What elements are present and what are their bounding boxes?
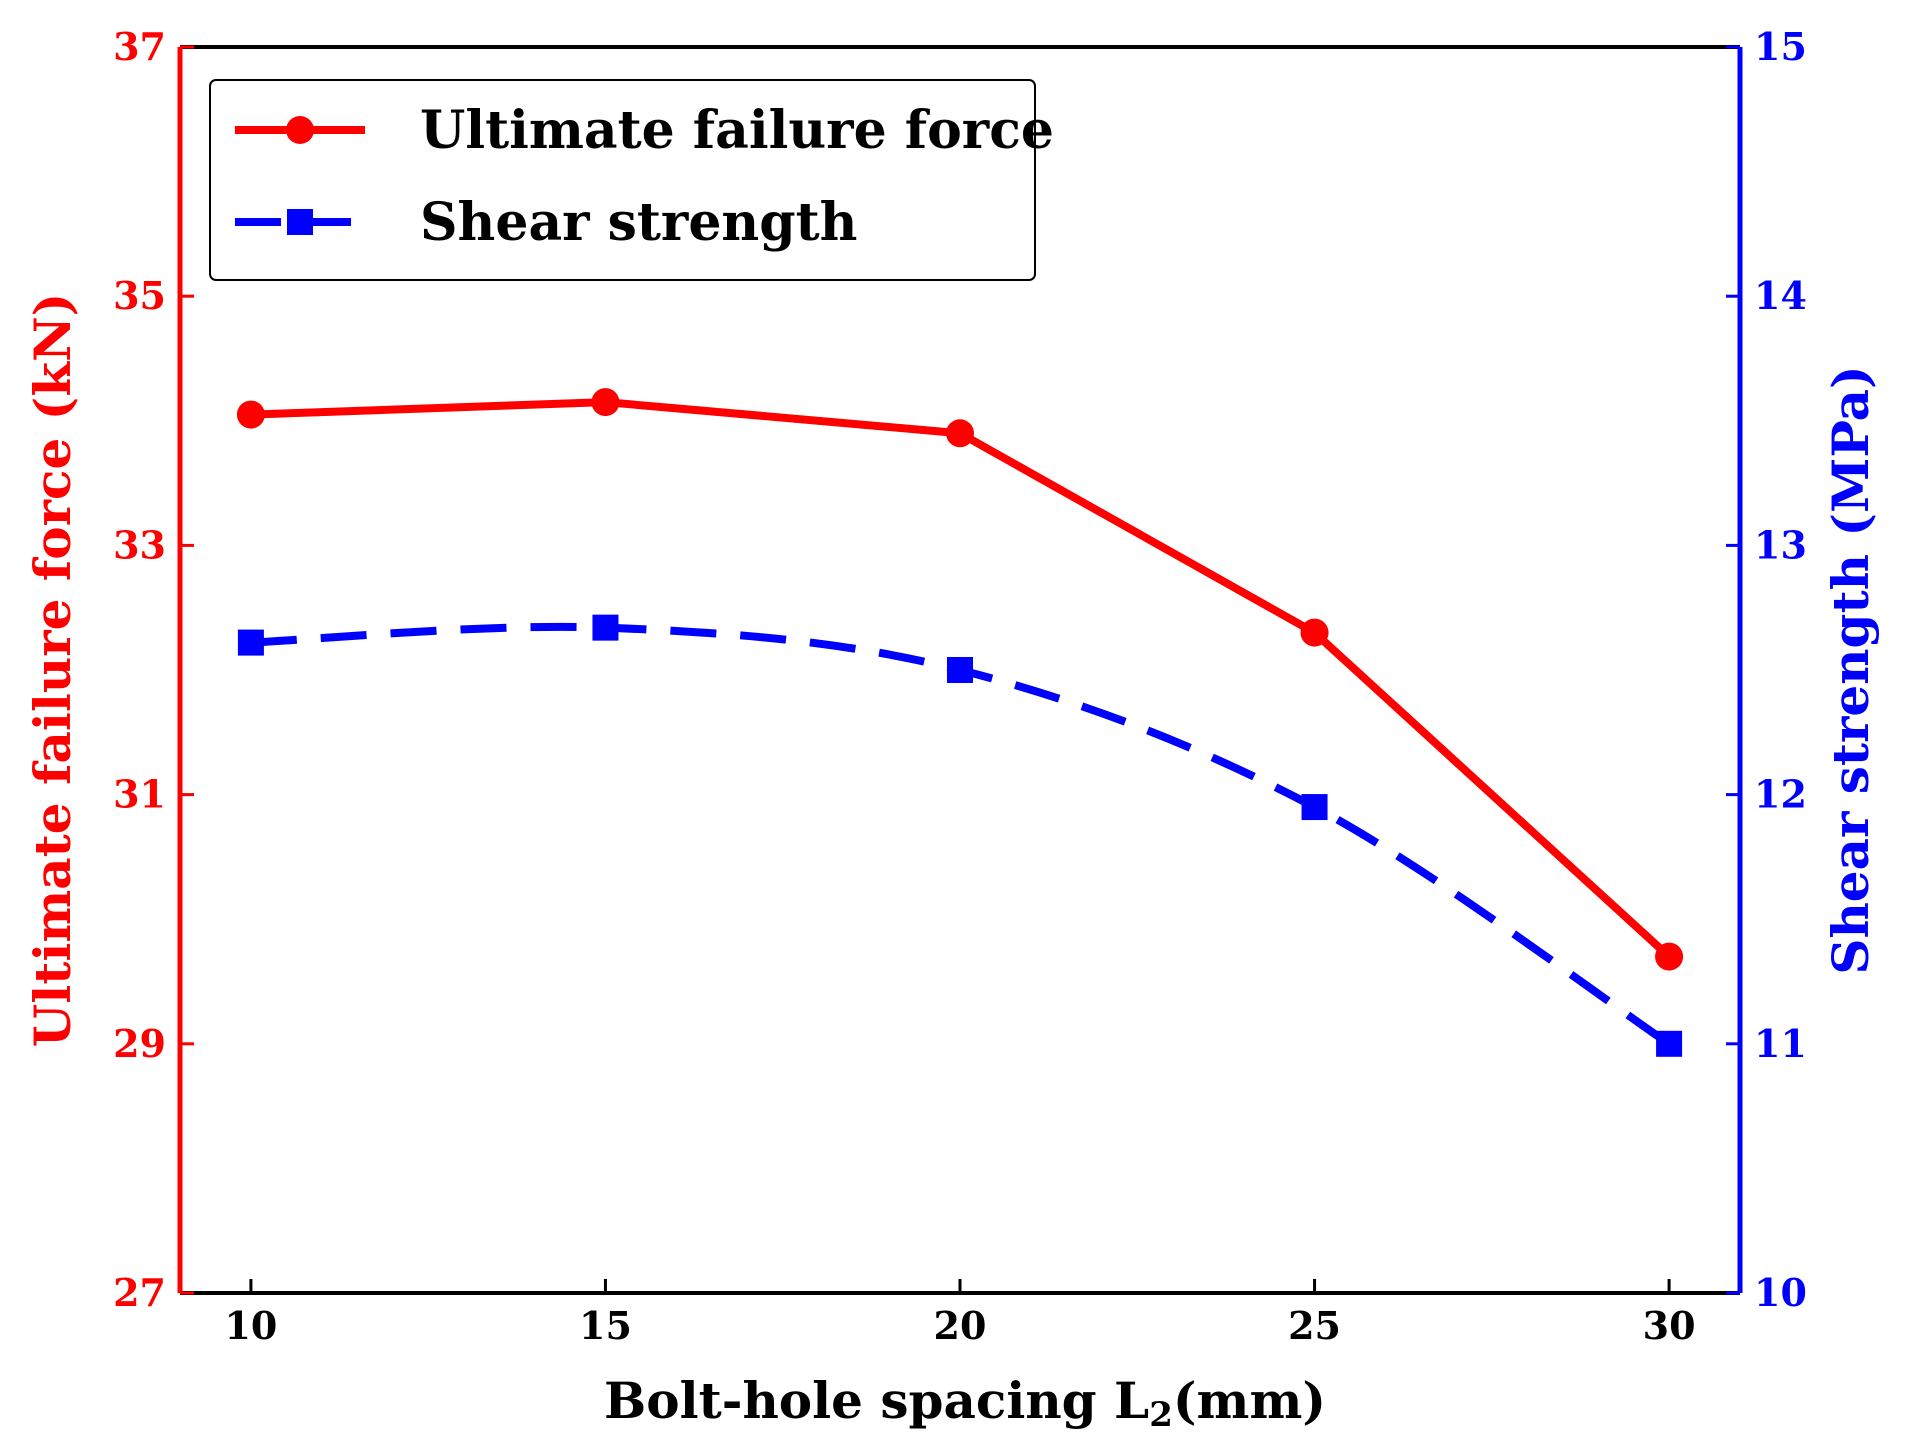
x-axis-title-subscript: 2 [1149,1395,1173,1435]
data-point-2-5 [1656,1030,1683,1057]
x-tick-label: 30 [1643,1303,1696,1348]
y-right-tick-label: 10 [1754,1270,1807,1315]
x-tick-label: 15 [579,1303,632,1348]
data-point-2-4 [1301,794,1328,821]
legend-marker-2 [287,209,313,235]
y-right-tick-label: 14 [1754,273,1807,318]
legend-label-1: Ultimate failure force [420,100,1054,161]
axes: 10 15 20 25 30 27 29 31 33 35 37 10 11 12 13 14 15 Bolt-h… [23,24,1880,1435]
y-left-axis-title: Ultimate failure force (kN) [23,293,82,1048]
data-point-2-1 [237,629,264,656]
y-right-tick-label: 12 [1754,772,1807,817]
x-tick-label: 20 [934,1303,987,1348]
y-left-tick-label: 33 [113,522,166,567]
x-axis-title: Bolt-hole spacing L2(mm) [604,1371,1326,1435]
series-line-2 [250,622,1672,1048]
y-left-tick-label: 31 [113,772,166,817]
legend: Ultimate failure force Shear strength [209,79,1054,281]
data-point-2-3 [947,657,973,683]
x-tick-label: 10 [224,1303,277,1348]
y-right-tick-label: 15 [1754,24,1807,69]
y-left-tick-label: 37 [113,24,166,69]
y-right-axis-title: Shear strength (MPa) [1821,365,1880,974]
data-point-1-2 [591,388,620,417]
x-axis-title-suffix: (mm) [1173,1371,1326,1430]
y-left-tick-label: 29 [113,1021,166,1066]
plot-area [236,388,1684,1057]
x-tick-label: 25 [1288,1303,1341,1348]
data-point-1-3 [946,419,974,448]
data-point-1-1 [236,400,265,429]
y-left-tick-label: 27 [113,1270,166,1315]
y-right-tick-label: 11 [1754,1021,1807,1066]
data-point-2-2 [592,614,619,641]
y-left-tick-label: 35 [113,273,166,318]
legend-box [209,79,1036,281]
data-point-1-4 [1300,618,1329,647]
legend-marker-1 [286,116,314,144]
y-right-tick-label: 13 [1754,522,1807,567]
data-point-1-5 [1655,942,1684,971]
legend-label-2: Shear strength [420,192,857,253]
